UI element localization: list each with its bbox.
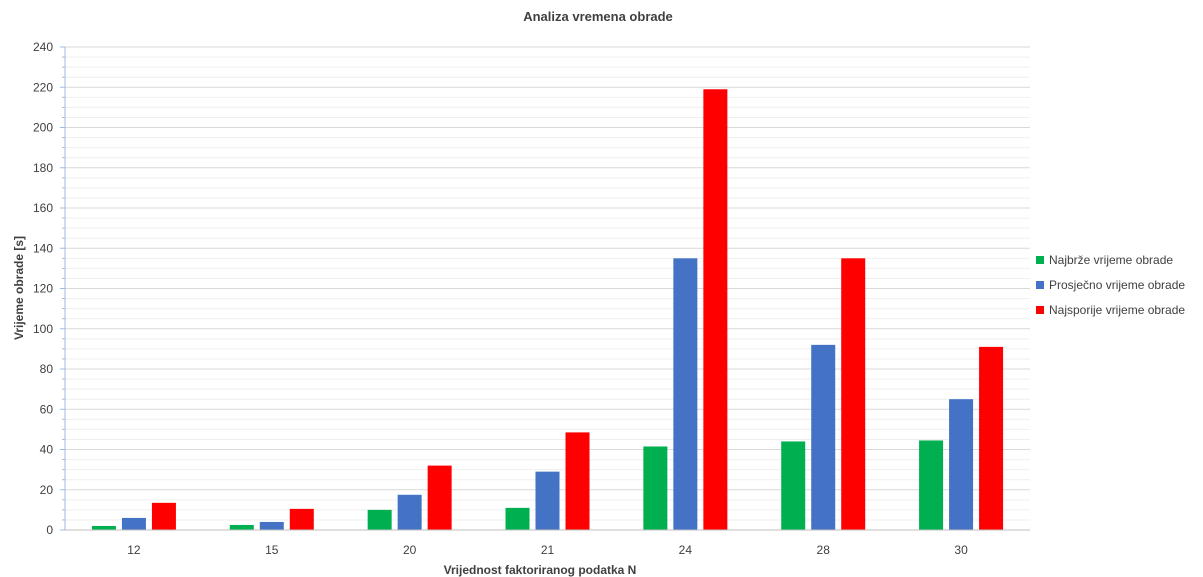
y-tick-label: 100: [33, 322, 53, 336]
y-tick-label: 20: [40, 483, 54, 497]
bar: [811, 344, 836, 530]
legend: Najbrže vrijeme obrade Prosječno vrijeme …: [1036, 253, 1185, 317]
bar: [643, 446, 668, 530]
y-tick-label: 220: [33, 80, 53, 94]
x-tick-label: 30: [954, 543, 968, 557]
legend-swatch: [1036, 306, 1044, 314]
x-axis-title: Vrijednost faktoriranog podatka N: [444, 563, 637, 577]
x-tick-label: 12: [127, 543, 141, 557]
bar: [703, 89, 728, 530]
y-tick-label: 200: [33, 121, 53, 135]
bar: [259, 521, 284, 530]
x-tick-label: 21: [541, 543, 555, 557]
y-tick-labels: 0 20 40 60 80 100 120 140 160 180 200 220 240: [33, 40, 53, 537]
y-tick-label: 80: [40, 362, 54, 376]
bar: [91, 525, 116, 530]
y-tick-label: 40: [40, 443, 54, 457]
bar: [151, 502, 176, 530]
bar: [289, 508, 314, 530]
bar: [781, 441, 806, 530]
legend-swatch: [1036, 281, 1044, 289]
bar: [841, 258, 866, 530]
bar: [121, 517, 146, 530]
y-tick-label: 240: [33, 40, 53, 54]
bar: [979, 346, 1004, 530]
y-tick-label: 160: [33, 201, 53, 215]
legend-label: Najbrže vrijeme obrade: [1049, 253, 1173, 267]
y-tick-label: 140: [33, 241, 53, 255]
bars: [91, 89, 1004, 530]
bar: [565, 432, 590, 530]
x-tick-label: 28: [817, 543, 831, 557]
bar: [427, 465, 452, 530]
bar: [367, 509, 392, 530]
y-tick-label: 120: [33, 282, 53, 296]
y-tick-label: 60: [40, 402, 54, 416]
x-tick-labels: 12 15 20 21 24 28 30: [127, 543, 968, 557]
legend-label: Prosječno vrijeme obrade: [1049, 278, 1185, 292]
axes: [60, 46, 1030, 531]
bar: [229, 524, 254, 530]
y-axis-title: Vrijeme obrade [s]: [12, 236, 26, 340]
bar: [673, 258, 698, 530]
legend-swatch: [1036, 256, 1044, 264]
gridlines: [65, 46, 1030, 531]
x-tick-label: 24: [679, 543, 693, 557]
bar: [919, 440, 944, 530]
bar: [397, 494, 422, 530]
x-tick-label: 20: [403, 543, 417, 557]
x-tick-label: 15: [265, 543, 279, 557]
y-tick-label: 180: [33, 161, 53, 175]
bar: [505, 507, 530, 530]
bar: [949, 399, 974, 530]
y-tick-label: 0: [46, 523, 53, 537]
legend-label: Najsporije vrijeme obrade: [1049, 303, 1185, 317]
bar: [535, 471, 560, 530]
chart-title: Analiza vremena obrade: [523, 9, 673, 24]
